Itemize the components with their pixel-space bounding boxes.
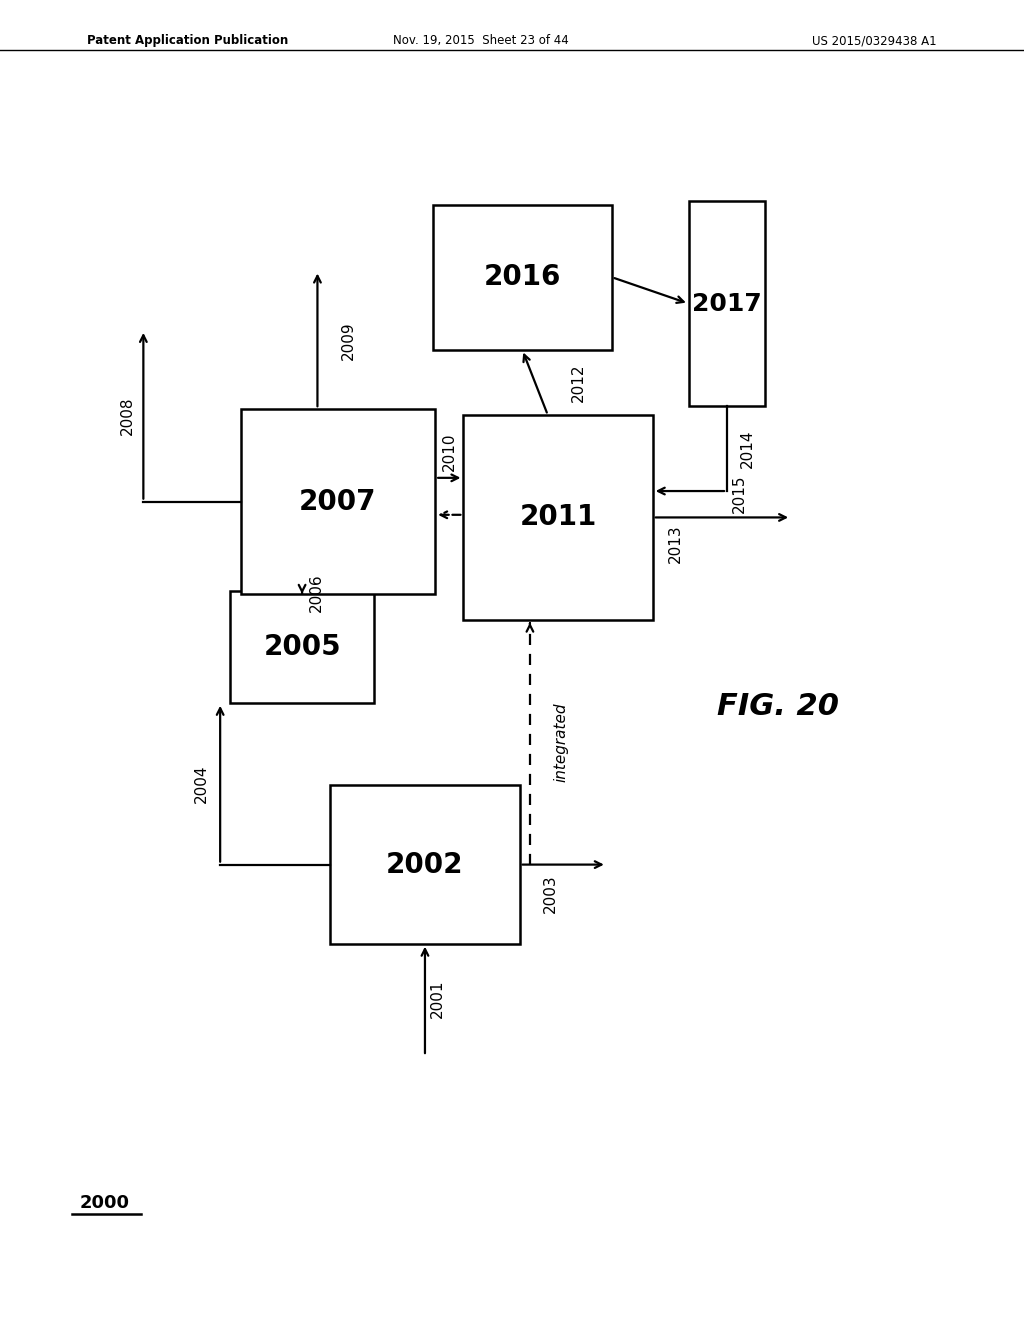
Text: 2000: 2000	[80, 1193, 130, 1212]
Text: integrated: integrated	[553, 702, 568, 781]
Text: 2006: 2006	[309, 573, 324, 611]
Bar	[463, 414, 653, 620]
Text: 2017: 2017	[692, 292, 762, 315]
Text: 2010: 2010	[441, 432, 457, 471]
Text: 2015: 2015	[732, 474, 748, 513]
Bar	[688, 201, 765, 407]
Text: 2013: 2013	[668, 524, 683, 564]
Bar	[330, 785, 520, 944]
Text: 2003: 2003	[543, 874, 558, 913]
Text: 2008: 2008	[120, 396, 134, 436]
Text: 2005: 2005	[263, 632, 341, 661]
Text: 2009: 2009	[341, 321, 355, 360]
Text: 2002: 2002	[386, 850, 464, 879]
Text: Patent Application Publication: Patent Application Publication	[87, 34, 289, 48]
Text: 2001: 2001	[430, 979, 444, 1019]
Text: Nov. 19, 2015  Sheet 23 of 44: Nov. 19, 2015 Sheet 23 of 44	[393, 34, 569, 48]
Text: FIG. 20: FIG. 20	[717, 692, 840, 721]
Text: US 2015/0329438 A1: US 2015/0329438 A1	[812, 34, 937, 48]
Text: 2014: 2014	[740, 429, 755, 467]
Text: 2016: 2016	[483, 263, 561, 292]
Text: 2012: 2012	[571, 363, 586, 401]
Text: 2004: 2004	[195, 764, 209, 803]
Text: 2011: 2011	[519, 503, 597, 532]
Bar	[230, 591, 374, 702]
Text: 2007: 2007	[299, 487, 377, 516]
Bar	[432, 205, 611, 350]
Bar	[241, 409, 435, 594]
